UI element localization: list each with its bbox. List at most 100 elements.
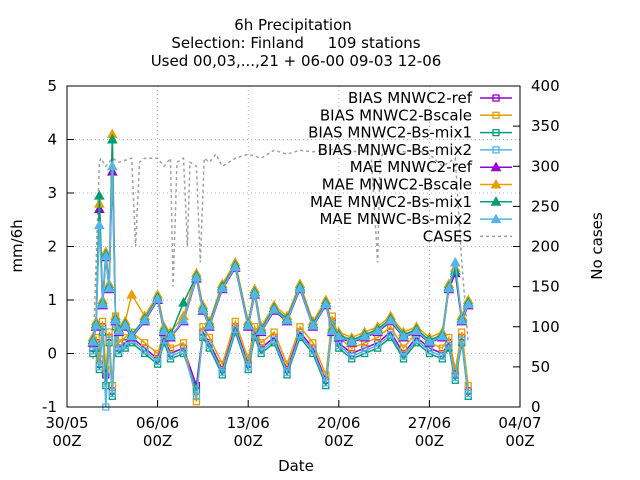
data-point xyxy=(139,314,151,325)
data-point xyxy=(178,297,189,307)
data-point xyxy=(294,282,306,293)
data-point xyxy=(385,314,396,325)
data-point xyxy=(436,330,448,341)
x-tick-label: 00Z xyxy=(324,432,353,450)
data-point xyxy=(443,282,455,293)
y-tick-label: 1 xyxy=(47,291,57,309)
legend-marker xyxy=(490,178,502,189)
x-tick-label: 20/06 xyxy=(317,414,360,432)
data-point xyxy=(205,341,214,350)
data-point xyxy=(425,347,434,355)
x-tick-label: 04/07 xyxy=(498,414,541,432)
legend-marker xyxy=(492,128,500,137)
x-axis-label: Date xyxy=(278,457,314,475)
legend-marker xyxy=(490,213,502,224)
data-point xyxy=(309,347,317,355)
data-point xyxy=(438,352,446,360)
data-point xyxy=(103,282,115,293)
data-point xyxy=(320,298,332,309)
data-point xyxy=(296,331,304,339)
data-point xyxy=(326,325,338,336)
data-point xyxy=(152,293,163,303)
data-point xyxy=(449,257,461,267)
legend-marker xyxy=(490,161,502,172)
data-point xyxy=(348,352,356,360)
data-point xyxy=(179,347,188,355)
data-point xyxy=(216,282,228,293)
data-point xyxy=(231,325,239,334)
y-axis-label: mm/6h xyxy=(8,219,26,272)
x-tick-label: 30/05 xyxy=(45,414,88,432)
series-mae-mnwc-bs-mix2 xyxy=(87,160,474,346)
y2-tick-label: 200 xyxy=(531,238,560,256)
title-line-2: Selection: Finland 109 stations xyxy=(171,34,420,52)
x-axis: 30/0500Z06/0600Z13/0600Z20/0600Z27/0600Z… xyxy=(45,400,542,450)
data-point xyxy=(346,336,358,346)
data-point xyxy=(335,341,343,350)
data-point xyxy=(281,314,293,325)
data-point xyxy=(372,325,383,336)
series-line xyxy=(92,323,469,408)
data-point xyxy=(197,304,209,314)
y2-tick-label: 250 xyxy=(531,197,560,215)
data-point xyxy=(307,320,319,330)
data-point xyxy=(119,320,131,330)
data-point xyxy=(98,317,107,326)
y-tick-label: 2 xyxy=(47,238,57,256)
series-layer xyxy=(87,128,474,411)
data-point xyxy=(87,336,99,346)
data-point xyxy=(218,368,226,376)
legend-marker xyxy=(492,94,500,102)
y-tick-label: 5 xyxy=(47,77,57,95)
series-line xyxy=(92,147,469,359)
data-point xyxy=(244,363,252,371)
y2-tick-label: 150 xyxy=(531,278,560,296)
data-point xyxy=(296,323,304,331)
data-point xyxy=(106,133,118,144)
y2-tick-label: 0 xyxy=(531,398,541,416)
data-point xyxy=(153,357,162,366)
grid xyxy=(67,86,520,407)
legend-label: MAE MNWC2-Bscale xyxy=(322,176,472,194)
legend-label: BIAS MNWC-Bs-mix2 xyxy=(318,141,472,159)
x-tick-label: 06/06 xyxy=(136,414,179,432)
data-point xyxy=(165,330,176,341)
legend-marker xyxy=(492,111,500,119)
data-point xyxy=(451,365,459,374)
data-point xyxy=(229,261,241,271)
y2-tick-label: 350 xyxy=(531,117,560,135)
data-point xyxy=(249,288,261,298)
series-cases xyxy=(92,147,469,359)
data-point xyxy=(110,314,121,325)
data-point xyxy=(204,320,215,330)
data-point xyxy=(445,341,453,350)
data-point xyxy=(373,341,382,350)
data-point xyxy=(456,314,468,325)
data-point xyxy=(105,336,113,344)
y2-tick-label: 300 xyxy=(531,157,560,175)
data-point xyxy=(95,363,104,371)
data-point xyxy=(257,347,265,355)
y2-tick-label: 50 xyxy=(531,358,550,376)
data-point xyxy=(462,298,474,309)
data-point xyxy=(166,352,175,360)
y-tick-label: -1 xyxy=(42,398,57,416)
y-tick-label: 3 xyxy=(47,184,57,202)
x-tick-label: 00Z xyxy=(143,432,172,450)
x-tick-label: 00Z xyxy=(234,432,263,450)
data-point xyxy=(398,330,409,341)
data-point xyxy=(333,330,345,341)
data-point xyxy=(94,219,105,230)
x-tick-label: 00Z xyxy=(52,432,81,450)
legend-marker xyxy=(490,196,502,206)
legend-label: BIAS MNWC2-Bs-mix1 xyxy=(308,124,472,142)
data-point xyxy=(106,160,118,171)
data-point xyxy=(191,272,202,282)
x-tick-label: 13/06 xyxy=(227,414,270,432)
data-point xyxy=(361,347,369,355)
data-point xyxy=(424,336,435,346)
legend-label: MAE MNWC2-ref xyxy=(350,158,473,176)
data-point xyxy=(179,339,188,347)
